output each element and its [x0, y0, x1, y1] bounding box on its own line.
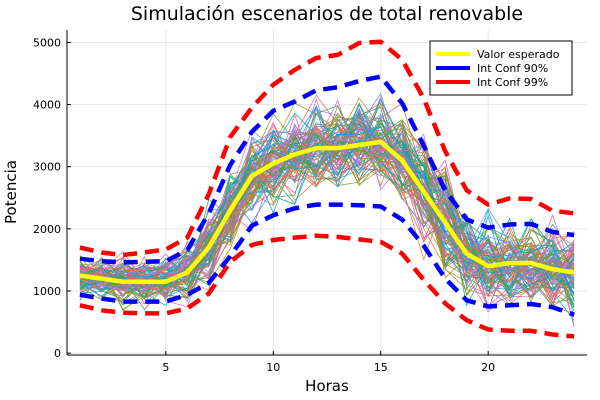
x-axis-title: Horas [305, 377, 349, 395]
x-tick-label: 5 [162, 361, 169, 374]
tick-labels: 5 10 15 20 0 1000 2000 3000 4000 5000 [33, 36, 495, 374]
legend-label-conf90: Int Conf 90% [477, 62, 548, 75]
scenario-line [79, 119, 575, 299]
scenario-line [79, 110, 575, 296]
legend-label-expected: Valor esperado [477, 48, 560, 61]
scenario-line [79, 123, 575, 298]
x-tick-label: 15 [374, 361, 388, 374]
scenario-line [79, 123, 575, 296]
scenario-lines [79, 92, 575, 328]
scenario-line [79, 92, 575, 291]
y-tick-label: 5000 [33, 36, 61, 49]
scenario-line [79, 104, 575, 310]
scenario-line [79, 112, 575, 310]
y-tick-label: 2000 [33, 223, 61, 236]
scenario-line [79, 122, 575, 301]
scenario-line [79, 122, 575, 294]
legend: Valor esperado Int Conf 90% Int Conf 99% [429, 40, 573, 96]
y-tick-label: 0 [54, 347, 61, 360]
y-tick-label: 1000 [33, 285, 61, 298]
scenario-line [79, 135, 575, 307]
series-line-1-lower [79, 202, 575, 317]
axes [66, 30, 587, 356]
series-line-2-lower [79, 233, 575, 339]
summary-series [79, 39, 575, 339]
legend-label-conf99: Int Conf 99% [477, 76, 548, 89]
scenario-line [79, 115, 575, 300]
y-tick-label: 4000 [33, 99, 61, 112]
y-tick-label: 3000 [33, 161, 61, 174]
chart-title: Simulación escenarios de total renovable [131, 3, 523, 25]
y-axis-title: Potencia [2, 160, 20, 224]
series-line-1-upper [79, 74, 575, 265]
scenario-line [79, 127, 575, 303]
x-tick-label: 20 [481, 361, 495, 374]
x-tick-label: 10 [266, 361, 280, 374]
scenario-line [79, 99, 575, 292]
series-line-0-upper [79, 139, 575, 284]
scenario-line [79, 131, 575, 298]
scenario-line [79, 124, 575, 310]
